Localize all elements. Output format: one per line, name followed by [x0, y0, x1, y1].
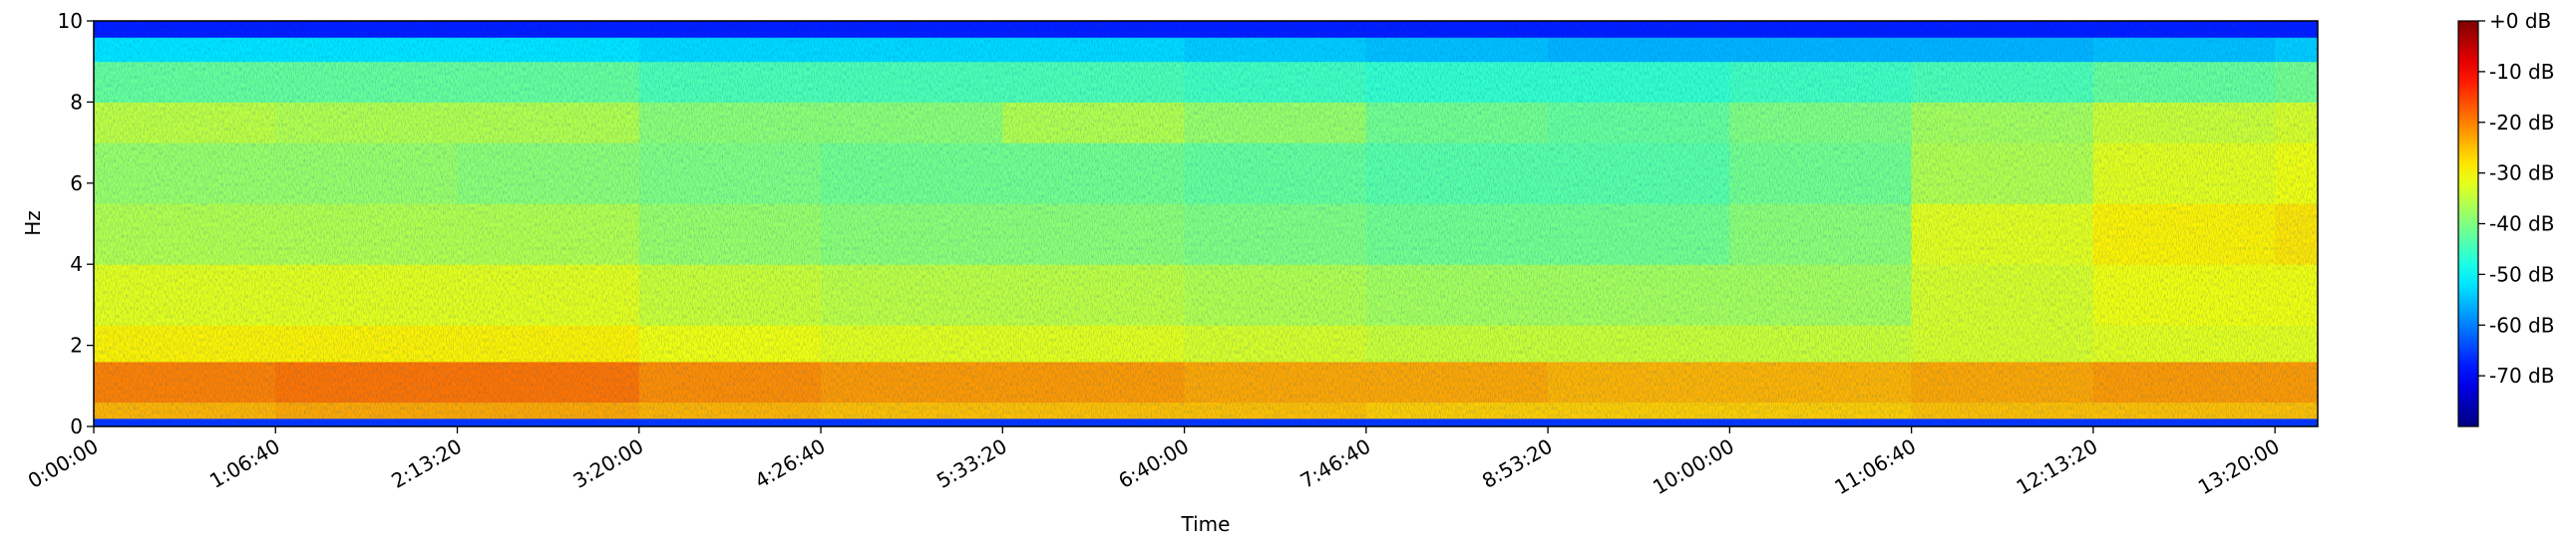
x-tick-label: 3:20:00 — [569, 434, 648, 493]
x-tick-label: 11:06:40 — [1830, 434, 1920, 500]
y-tick-label: 10 — [58, 9, 83, 33]
colorbar-tick-label: -50 dB — [2489, 262, 2554, 286]
x-tick-label: 10:00:00 — [1649, 434, 1738, 500]
x-tick-label: 7:46:40 — [1296, 434, 1375, 493]
y-tick-label: 6 — [70, 171, 83, 195]
colorbar-tick-label: -20 dB — [2489, 111, 2554, 135]
colorbar-tick-label: -30 dB — [2489, 161, 2554, 185]
colorbar-tick-label: +0 dB — [2489, 9, 2551, 33]
x-tick-label: 5:33:20 — [932, 434, 1011, 493]
colorbar-tick-label: -60 dB — [2489, 313, 2554, 337]
colorbar — [2457, 20, 2479, 427]
colorbar-tick-label: -70 dB — [2489, 364, 2554, 388]
texture — [94, 21, 2318, 426]
x-tick-label: 13:20:00 — [2194, 434, 2284, 500]
colorbar-tick-label: -40 dB — [2489, 212, 2554, 236]
plot-frame — [93, 20, 2319, 427]
x-tick-label: 8:53:20 — [1478, 434, 1557, 493]
x-tick-label: 6:40:00 — [1114, 434, 1193, 493]
y-tick-label: 8 — [70, 90, 83, 114]
x-axis-label: Time — [1181, 512, 1231, 536]
x-tick-label: 0:00:00 — [24, 434, 103, 493]
y-tick-label: 2 — [70, 334, 83, 358]
y-tick-label: 4 — [70, 252, 83, 276]
x-tick-label: 12:13:20 — [2013, 434, 2102, 500]
x-tick-label: 1:06:40 — [205, 434, 284, 493]
y-axis-label: Hz — [21, 210, 45, 236]
x-tick-label: 2:13:20 — [387, 434, 466, 493]
colorbar-tick-label: -10 dB — [2489, 60, 2554, 84]
y-tick-label: 0 — [70, 415, 83, 438]
x-tick-label: 4:26:40 — [751, 434, 830, 493]
